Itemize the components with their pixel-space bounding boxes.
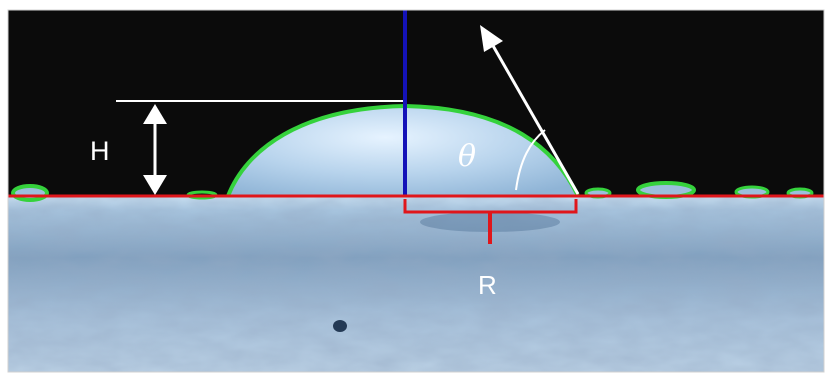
height-arrow-head-top <box>143 104 167 124</box>
photo-frame <box>7 9 825 373</box>
substrate-texture <box>8 196 824 372</box>
substrate-speck <box>333 320 347 332</box>
contact-angle-label: θ <box>458 139 477 174</box>
radius-label: R <box>478 270 497 300</box>
height-arrow-head-bottom <box>143 175 167 195</box>
angle-arc <box>515 129 546 191</box>
height-label: H <box>90 136 110 166</box>
tangent-arrow <box>490 43 580 195</box>
tangent-arrow-head <box>480 25 503 52</box>
residual-drop <box>11 184 49 202</box>
